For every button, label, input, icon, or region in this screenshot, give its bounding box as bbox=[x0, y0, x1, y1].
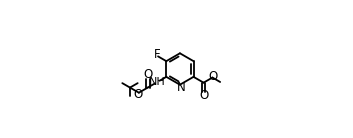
Text: O: O bbox=[199, 89, 208, 102]
Text: O: O bbox=[143, 68, 152, 81]
Text: F: F bbox=[154, 48, 161, 61]
Text: O: O bbox=[133, 88, 143, 101]
Text: NH: NH bbox=[149, 77, 166, 87]
Text: N: N bbox=[176, 81, 185, 94]
Text: O: O bbox=[209, 70, 218, 83]
